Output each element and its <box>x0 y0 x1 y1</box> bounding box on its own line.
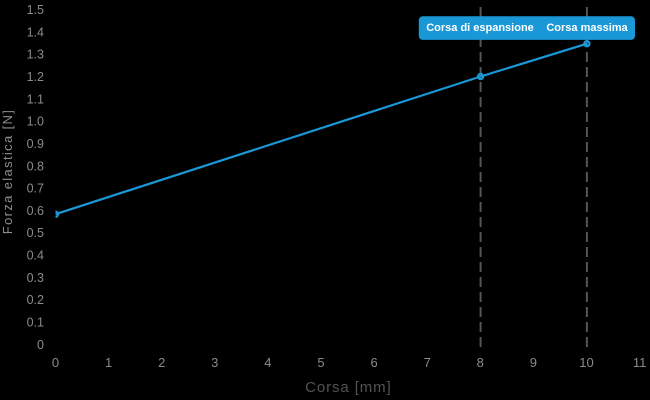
svg-text:0.9: 0.9 <box>27 137 44 151</box>
svg-text:0.5: 0.5 <box>27 226 44 240</box>
svg-text:5: 5 <box>317 355 324 370</box>
svg-text:11: 11 <box>633 355 647 370</box>
svg-text:1.4: 1.4 <box>27 25 44 39</box>
svg-text:4: 4 <box>264 355 271 370</box>
svg-text:1.0: 1.0 <box>27 115 44 129</box>
svg-text:1.2: 1.2 <box>27 70 44 84</box>
svg-text:3: 3 <box>211 355 218 370</box>
svg-text:0.8: 0.8 <box>27 159 44 173</box>
svg-text:6: 6 <box>370 355 377 370</box>
svg-text:0.6: 0.6 <box>27 204 44 218</box>
svg-text:0.7: 0.7 <box>27 182 44 196</box>
svg-text:1.1: 1.1 <box>27 92 44 106</box>
svg-text:1.3: 1.3 <box>27 48 44 62</box>
svg-text:0.3: 0.3 <box>27 271 44 285</box>
svg-text:Corsa massima: Corsa massima <box>546 22 628 34</box>
svg-text:0: 0 <box>37 338 44 352</box>
svg-text:0.2: 0.2 <box>27 293 44 307</box>
svg-text:Corsa [mm]: Corsa [mm] <box>305 379 392 396</box>
svg-text:8: 8 <box>477 355 484 370</box>
svg-text:9: 9 <box>530 355 537 370</box>
svg-text:0.4: 0.4 <box>27 249 44 263</box>
svg-text:7: 7 <box>424 355 431 370</box>
svg-text:Corsa di espansione: Corsa di espansione <box>426 22 534 34</box>
svg-text:0: 0 <box>52 355 59 370</box>
svg-text:1.5: 1.5 <box>27 3 44 17</box>
svg-text:1: 1 <box>105 355 112 370</box>
svg-text:Forza elastica [N]: Forza elastica [N] <box>0 109 15 234</box>
svg-text:0.1: 0.1 <box>27 316 44 330</box>
svg-text:10: 10 <box>579 355 593 370</box>
svg-text:2: 2 <box>158 355 165 370</box>
